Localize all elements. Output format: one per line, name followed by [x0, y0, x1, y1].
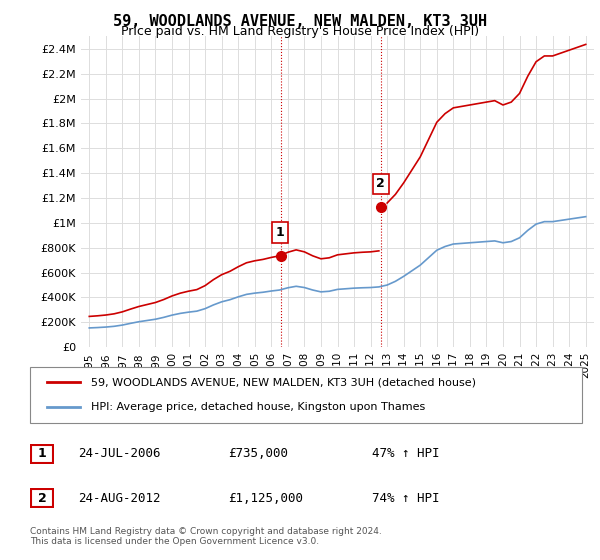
- Text: Contains HM Land Registry data © Crown copyright and database right 2024.
This d: Contains HM Land Registry data © Crown c…: [30, 526, 382, 546]
- Text: 74% ↑ HPI: 74% ↑ HPI: [372, 492, 439, 505]
- Text: 1: 1: [275, 226, 284, 239]
- FancyBboxPatch shape: [31, 489, 53, 507]
- Text: HPI: Average price, detached house, Kingston upon Thames: HPI: Average price, detached house, King…: [91, 402, 425, 412]
- Text: 1: 1: [38, 447, 46, 460]
- FancyBboxPatch shape: [30, 367, 582, 423]
- Text: 2: 2: [38, 492, 46, 505]
- Text: 47% ↑ HPI: 47% ↑ HPI: [372, 447, 439, 460]
- Text: 2: 2: [376, 178, 385, 190]
- Text: 59, WOODLANDS AVENUE, NEW MALDEN, KT3 3UH (detached house): 59, WOODLANDS AVENUE, NEW MALDEN, KT3 3U…: [91, 377, 476, 388]
- Text: 24-AUG-2012: 24-AUG-2012: [78, 492, 161, 505]
- Text: £735,000: £735,000: [228, 447, 288, 460]
- Text: £1,125,000: £1,125,000: [228, 492, 303, 505]
- Text: 59, WOODLANDS AVENUE, NEW MALDEN, KT3 3UH: 59, WOODLANDS AVENUE, NEW MALDEN, KT3 3U…: [113, 14, 487, 29]
- FancyBboxPatch shape: [31, 445, 53, 463]
- Text: 24-JUL-2006: 24-JUL-2006: [78, 447, 161, 460]
- Text: Price paid vs. HM Land Registry's House Price Index (HPI): Price paid vs. HM Land Registry's House …: [121, 25, 479, 38]
